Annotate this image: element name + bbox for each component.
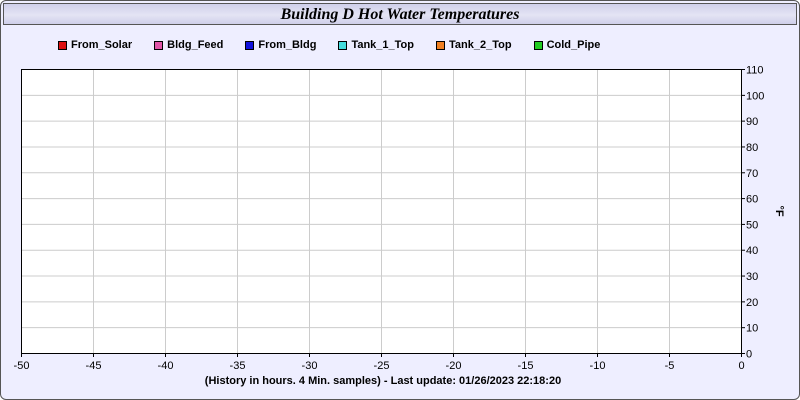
x-tick-label: -50 (14, 360, 30, 372)
y-tick-label: 100 (746, 90, 764, 102)
x-tick-label: -5 (665, 360, 675, 372)
y-tick-label: 50 (746, 219, 758, 231)
legend-item: Cold_Pipe (533, 39, 601, 51)
legend-label: Tank_1_Top (351, 39, 414, 51)
y-tick-label: 20 (746, 297, 758, 309)
y-tick-label: 80 (746, 142, 758, 154)
y-tick-label: 90 (746, 116, 758, 128)
legend-swatch (154, 40, 164, 50)
y-tick-label: 40 (746, 245, 758, 257)
legend-item: From_Solar (58, 39, 132, 51)
y-tick-label: 0 (746, 349, 752, 361)
legend-swatch (436, 40, 445, 50)
x-tick-label: -15 (518, 360, 534, 372)
legend-label: From_Bldg (258, 39, 317, 51)
legend-item: Bldg_Feed (154, 39, 223, 51)
chart-title: Building D Hot Water Temperatures (280, 6, 520, 23)
x-tick-label: -20 (446, 360, 462, 372)
x-tick-label: -40 (158, 360, 174, 372)
legend-swatch (245, 40, 255, 50)
x-tick-label: -35 (230, 360, 246, 372)
y-tick-label: 10 (746, 323, 758, 335)
legend-item: From_Bldg (245, 39, 316, 51)
x-tick-label: -45 (86, 360, 102, 372)
y-axis-label: °F (773, 205, 785, 216)
legend-swatch (533, 40, 543, 50)
x-tick-label: -25 (374, 360, 390, 372)
legend-swatch (58, 40, 67, 50)
legend-item: Tank_2_Top (436, 39, 512, 51)
legend-label: From_Solar (71, 39, 133, 51)
title-bar: Building D Hot Water Temperatures (3, 3, 797, 25)
legend-label: Bldg_Feed (167, 39, 224, 51)
y-tick-label: 30 (746, 271, 758, 283)
legend-item: Tank_1_Top (338, 39, 414, 51)
x-tick-label: 0 (738, 360, 744, 372)
legend-swatch (338, 40, 348, 50)
legend-label: Cold_Pipe (546, 39, 601, 51)
legend-label: Tank_2_Top (449, 39, 512, 51)
x-axis-caption: (History in hours. 4 Min. samples) - Las… (204, 375, 562, 387)
legend: From_Solar Bldg_Feed From_Bldg Tank_1_Top Ta… (58, 37, 622, 53)
y-tick-label: 60 (746, 194, 758, 206)
y-tick-label: 70 (746, 168, 758, 180)
x-tick-label: -30 (302, 360, 318, 372)
x-tick-label: -10 (590, 360, 606, 372)
y-tick-label: 110 (746, 65, 764, 77)
